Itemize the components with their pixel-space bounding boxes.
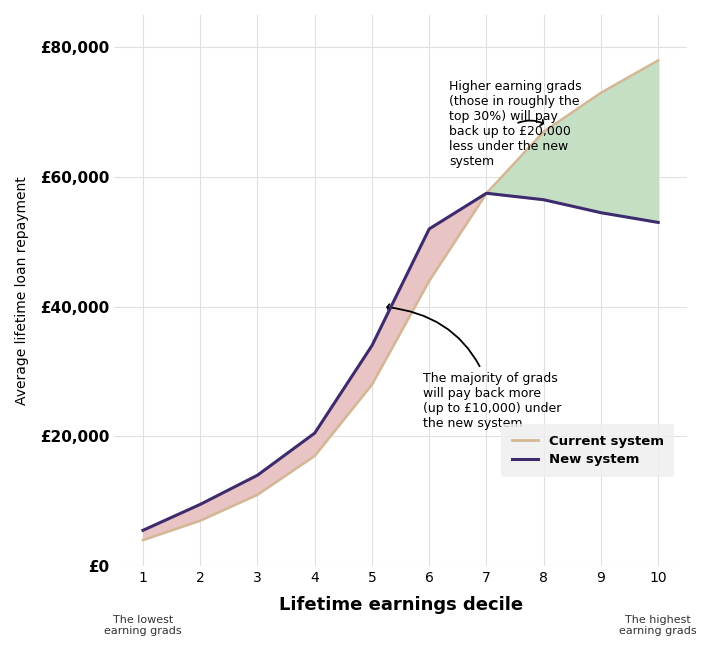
Text: The majority of grads
will pay back more
(up to £10,000) under
the new system: The majority of grads will pay back more… [387, 304, 562, 430]
X-axis label: Lifetime earnings decile: Lifetime earnings decile [279, 596, 523, 614]
Text: The lowest
earning grads: The lowest earning grads [104, 615, 182, 636]
Legend: Current system, New system: Current system, New system [501, 424, 674, 477]
Text: The highest
earning grads: The highest earning grads [620, 615, 697, 636]
Text: Higher earning grads
(those in roughly the
top 30%) will pay
back up to £20,000
: Higher earning grads (those in roughly t… [449, 79, 582, 168]
Y-axis label: Average lifetime loan repayment: Average lifetime loan repayment [15, 176, 29, 405]
